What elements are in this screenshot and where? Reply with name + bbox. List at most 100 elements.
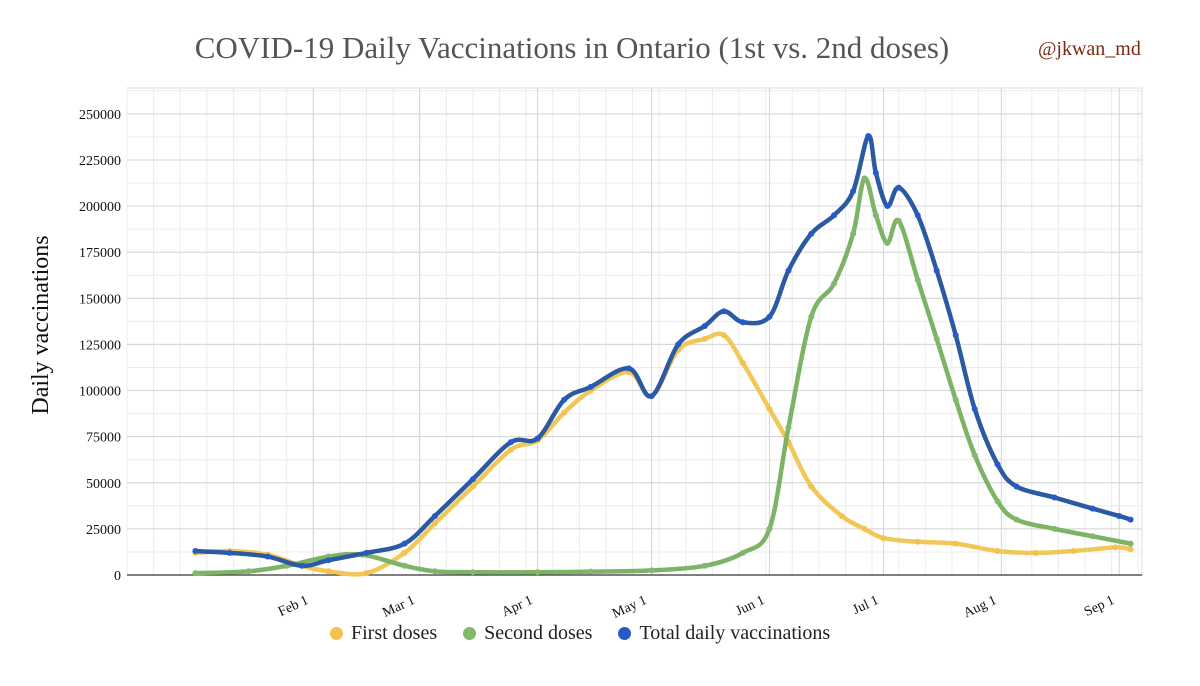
data-point-second-doses [971,452,978,459]
x-tick-label: Feb 1 [276,593,311,620]
data-point-second-doses [469,569,476,576]
data-point-total-daily [226,549,233,556]
data-point-total-daily [401,540,408,547]
y-tick-label: 0 [114,569,121,584]
legend-label-first-doses: First doses [351,622,438,644]
data-point-first-doses [401,549,408,556]
data-point-first-doses [469,483,476,490]
data-point-total-daily [720,308,727,315]
y-axis-ticks: 2500002250002000001750001500001250001000… [79,108,121,584]
data-point-total-daily [971,405,978,412]
data-point-second-doses [994,498,1001,505]
author-handle: @jkwan_md [1038,38,1141,60]
data-point-second-doses [587,568,594,575]
data-point-second-doses [534,569,541,576]
data-point-second-doses [431,568,438,575]
data-point-second-doses [192,570,199,577]
data-point-total-daily [675,341,682,348]
data-point-total-daily [264,553,271,560]
data-point-first-doses [1070,548,1077,555]
data-point-second-doses [1051,525,1058,532]
data-point-second-doses [872,212,879,219]
data-point-total-daily [648,393,655,400]
data-point-total-daily [298,562,305,569]
chart-legend: First doses Second doses Total daily vac… [330,622,930,645]
data-point-total-daily [625,365,632,372]
chart-series [192,132,1134,577]
data-point-total-daily [994,461,1001,468]
legend-swatch-total-daily [618,627,632,640]
data-point-total-daily [534,435,541,442]
data-point-second-doses [739,549,746,556]
data-point-total-daily [895,184,902,191]
y-tick-label: 150000 [79,292,121,307]
y-tick-label: 100000 [79,385,121,400]
y-tick-label: 175000 [79,246,121,261]
x-tick-label: Apr 1 [500,593,536,620]
chart-title: COVID-19 Daily Vaccinations in Ontario (… [194,30,950,65]
data-point-total-daily [872,169,879,176]
data-point-first-doses [431,520,438,527]
data-point-total-daily [363,549,370,556]
plot-area [126,87,1143,576]
y-tick-label: 75000 [86,431,121,446]
data-point-total-daily [785,267,792,274]
data-point-second-doses [785,424,792,431]
legend-swatch-second-doses [463,627,477,640]
x-tick-label: Sep 1 [1082,593,1117,620]
legend-item-total-daily[interactable]: Total daily vaccinations [618,622,830,645]
data-point-total-daily [325,557,332,564]
y-tick-label: 225000 [79,154,121,169]
data-point-second-doses [808,313,815,320]
data-point-first-doses [880,535,887,542]
y-tick-label: 125000 [79,338,121,353]
data-point-total-daily [701,322,708,329]
x-tick-label: Mar 1 [380,593,417,621]
data-point-first-doses [914,538,921,545]
data-point-second-doses [933,335,940,342]
data-point-first-doses [720,332,727,339]
data-point-second-doses [850,230,857,237]
data-point-first-doses [838,512,845,519]
legend-item-second-doses[interactable]: Second doses [463,622,592,645]
data-point-total-daily [561,396,568,403]
y-tick-label: 25000 [86,523,121,538]
data-point-first-doses [861,525,868,532]
legend-label-second-doses: Second doses [484,622,593,644]
x-tick-label: Jun 1 [734,593,767,619]
data-point-total-daily [914,212,921,219]
data-point-total-daily [766,313,773,320]
data-point-first-doses [952,540,959,547]
data-point-total-daily [587,383,594,390]
data-point-second-doses [1127,540,1134,547]
y-tick-label: 200000 [79,200,121,215]
data-point-first-doses [766,405,773,412]
legend-item-first-doses[interactable]: First doses [330,622,437,645]
data-point-first-doses [561,409,568,416]
x-tick-label: Jul 1 [851,593,882,618]
data-point-first-doses [1112,544,1119,551]
data-point-first-doses [363,570,370,577]
y-tick-label: 250000 [79,108,121,123]
data-point-second-doses [952,396,959,403]
data-point-total-daily [1089,505,1096,512]
data-point-total-daily [884,203,891,210]
y-axis-label: Daily vaccinations [28,235,54,414]
data-point-first-doses [994,548,1001,555]
chart-grid [126,87,1143,576]
data-point-total-daily [469,476,476,483]
data-point-second-doses [401,562,408,569]
data-point-second-doses [861,175,868,182]
data-point-first-doses [739,359,746,366]
data-point-total-daily [1013,483,1020,490]
data-point-total-daily [1051,494,1058,501]
data-point-first-doses [1127,546,1134,553]
series-line-first-doses [193,331,1133,577]
series-line-total-daily [193,133,1133,569]
data-point-total-daily [1116,512,1123,519]
data-point-first-doses [701,335,708,342]
data-point-second-doses [766,525,773,532]
data-point-total-daily [739,319,746,326]
data-point-second-doses [895,217,902,224]
